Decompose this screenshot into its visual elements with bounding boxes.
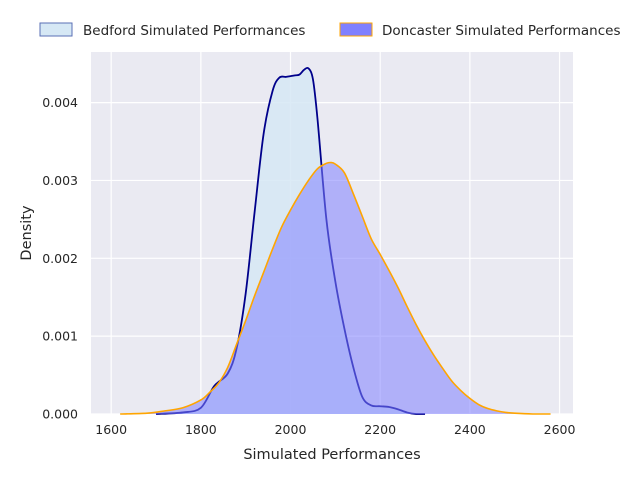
y-axis-ticks: 0.000 0.001 0.002 0.003 0.004	[42, 95, 78, 421]
series-layer	[120, 66, 551, 415]
x-tick-label: 2000	[275, 422, 307, 437]
x-tick-label: 1600	[95, 422, 127, 437]
legend-swatch-doncaster	[339, 22, 373, 37]
y-axis-label: Density	[19, 205, 35, 261]
series-area-doncaster	[120, 162, 551, 414]
legend-label-doncaster: Doncaster Simulated Performances	[382, 23, 620, 39]
x-tick-label: 2400	[454, 422, 486, 437]
x-tick-label: 2600	[544, 422, 576, 437]
x-tick-label: 1800	[185, 422, 217, 437]
legend: Bedford Simulated Performances Doncaster…	[39, 22, 620, 39]
series-line-doncaster	[120, 161, 551, 415]
x-axis-ticks: 1600 1800 2000 2200 2400 2600	[95, 422, 575, 437]
y-tick-label: 0.004	[42, 95, 78, 110]
legend-label-bedford: Bedford Simulated Performances	[83, 23, 305, 39]
y-tick-label: 0.003	[42, 173, 78, 188]
y-tick-label: 0.002	[42, 251, 78, 266]
x-tick-label: 2200	[364, 422, 396, 437]
y-tick-label: 0.000	[42, 407, 78, 422]
x-axis-label: Simulated Performances	[243, 447, 420, 463]
y-tick-label: 0.001	[42, 329, 78, 344]
legend-swatch-bedford	[39, 22, 73, 37]
